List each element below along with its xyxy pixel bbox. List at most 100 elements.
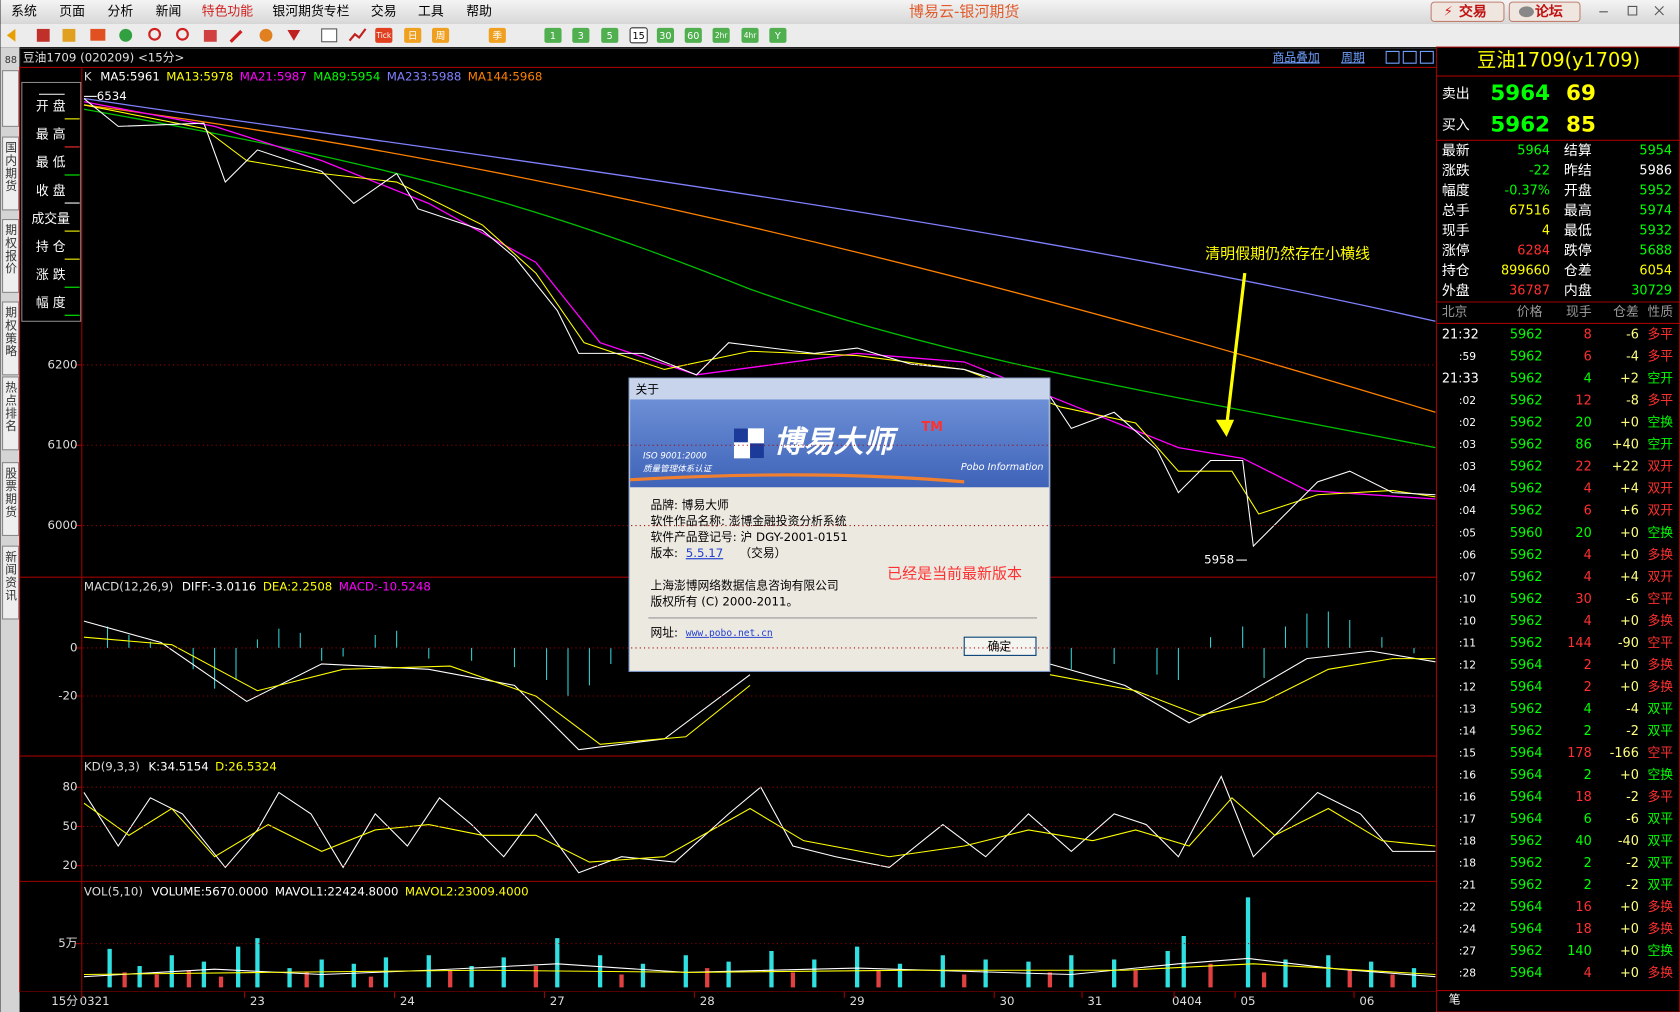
tick-cell: 多平 bbox=[1647, 328, 1673, 343]
period-button[interactable] bbox=[375, 27, 393, 43]
side-tab-label[interactable]: 热点排名 bbox=[4, 381, 18, 432]
side-tab[interactable] bbox=[2, 70, 20, 127]
tick-cell: :11 bbox=[1459, 636, 1476, 649]
menu-item[interactable]: 交易 bbox=[371, 3, 397, 19]
period-label[interactable]: 60 bbox=[687, 31, 699, 42]
tick-cell: :22 bbox=[1459, 900, 1476, 913]
side-tab-label[interactable]: 新闻资讯 bbox=[4, 550, 18, 602]
trade-button-label[interactable]: 交易 bbox=[1459, 3, 1487, 20]
ticks-footer[interactable]: 笔 bbox=[1449, 993, 1461, 1007]
tick-cell: 5964 bbox=[1510, 900, 1543, 915]
tick-cell: -90 bbox=[1618, 636, 1639, 651]
tool-icon[interactable] bbox=[348, 28, 367, 42]
period-label[interactable]: Tick bbox=[375, 31, 392, 40]
layout-buttons[interactable] bbox=[1385, 50, 1434, 64]
tool-icon[interactable] bbox=[90, 28, 106, 41]
side-tab[interactable] bbox=[2, 301, 20, 376]
tick-cell: 5962 bbox=[1510, 878, 1543, 893]
tool-icon[interactable] bbox=[287, 29, 301, 41]
trade-button[interactable] bbox=[1430, 1, 1505, 22]
menu-item[interactable]: 新闻 bbox=[156, 3, 182, 19]
period-label[interactable]: 5 bbox=[607, 31, 613, 42]
tick-cell: 双开 bbox=[1647, 482, 1673, 497]
quote-panel bbox=[1435, 46, 1680, 1012]
period-button[interactable] bbox=[601, 27, 619, 43]
tick-cell: +0 bbox=[1620, 900, 1639, 915]
tick-cell: 6 bbox=[1584, 504, 1592, 519]
period-button[interactable] bbox=[431, 27, 450, 43]
y-tick-label: 6000 bbox=[48, 518, 78, 532]
side-tab[interactable] bbox=[2, 218, 20, 293]
tool-icon[interactable] bbox=[176, 27, 189, 41]
period-button[interactable] bbox=[488, 27, 506, 43]
side-tab[interactable] bbox=[2, 376, 20, 451]
period-button[interactable] bbox=[544, 27, 562, 43]
menu-item[interactable]: 分析 bbox=[108, 4, 134, 19]
period-link[interactable]: 周期 bbox=[1341, 50, 1365, 64]
period-button[interactable] bbox=[404, 27, 422, 43]
dialog-brand: 博易大师 bbox=[774, 425, 899, 460]
ok-button-label[interactable]: 确定 bbox=[988, 639, 1012, 653]
tick-cell: 多换 bbox=[1647, 922, 1673, 937]
period-label[interactable]: 周 bbox=[436, 31, 446, 42]
back-icon[interactable] bbox=[6, 28, 16, 42]
tick-cell: 多换 bbox=[1647, 680, 1673, 695]
tool-icon[interactable] bbox=[259, 28, 273, 42]
period-button[interactable] bbox=[712, 27, 730, 43]
side-tab-label[interactable]: 股票期货 bbox=[4, 467, 18, 518]
menu-item[interactable]: 银河期货专栏 bbox=[272, 4, 349, 19]
tick-cell: 5962 bbox=[1510, 570, 1543, 585]
tool-icon[interactable] bbox=[203, 29, 217, 42]
menu-item[interactable]: 系统 bbox=[11, 4, 37, 19]
period-button[interactable] bbox=[684, 27, 702, 43]
tick-cell: 5962 bbox=[1510, 548, 1543, 563]
period-label[interactable]: 4hr bbox=[744, 31, 758, 40]
tick-cell: -2 bbox=[1626, 856, 1639, 871]
side-tab[interactable] bbox=[2, 462, 20, 536]
menu-item[interactable]: 工具 bbox=[418, 4, 444, 19]
dialog-version[interactable]: 5.5.17 bbox=[686, 546, 723, 560]
menu-item[interactable]: 帮助 bbox=[466, 4, 492, 19]
overlay-link[interactable]: 商品叠加 bbox=[1273, 50, 1320, 64]
period-label[interactable]: 季 bbox=[492, 30, 502, 42]
forum-button-label[interactable]: 论坛 bbox=[1535, 3, 1563, 20]
x-tick-label: 24 bbox=[400, 994, 415, 1008]
period-button[interactable] bbox=[769, 27, 787, 43]
tool-icon[interactable] bbox=[119, 28, 133, 42]
period-label[interactable]: 1 bbox=[550, 31, 556, 42]
period-label[interactable]: 2hr bbox=[715, 31, 729, 40]
tool-icon[interactable] bbox=[36, 28, 50, 42]
window-controls[interactable] bbox=[1599, 5, 1664, 16]
side-tab-label[interactable]: 国内期货 bbox=[4, 141, 18, 192]
period-label[interactable]: Y bbox=[774, 31, 781, 42]
period-button[interactable] bbox=[656, 27, 675, 43]
tool-icon[interactable] bbox=[62, 28, 76, 42]
period-label[interactable]: 15 bbox=[633, 31, 645, 42]
tick-cell: 18 bbox=[1575, 922, 1591, 937]
dialog-url[interactable]: www.pobo.net.cn bbox=[686, 628, 773, 639]
tool-icon[interactable] bbox=[321, 28, 338, 43]
menu-item[interactable]: 页面 bbox=[59, 4, 85, 19]
period-button[interactable] bbox=[629, 27, 648, 44]
side-tab[interactable] bbox=[2, 545, 20, 620]
tick-cell: 空开 bbox=[1647, 372, 1673, 387]
period-label[interactable]: 3 bbox=[578, 31, 584, 42]
tick-cell: -4 bbox=[1626, 702, 1639, 717]
x-tick-label: 27 bbox=[550, 994, 565, 1008]
period-label[interactable]: 30 bbox=[659, 31, 671, 42]
side-tab-label[interactable]: 期权策略 bbox=[4, 306, 18, 357]
period-button[interactable] bbox=[572, 27, 590, 43]
quote-value: 67516 bbox=[1509, 204, 1550, 219]
side-tab[interactable] bbox=[2, 136, 20, 211]
dialog-line: 软件作品名称: 澎博金融投资分析系统 bbox=[650, 514, 846, 528]
side-tab-label[interactable]: 期权报价 bbox=[4, 224, 18, 275]
period-button[interactable] bbox=[741, 27, 759, 43]
menu-item[interactable]: 特色功能 bbox=[202, 3, 254, 19]
dialog-banner bbox=[630, 399, 1049, 488]
quote-label: 外盘 bbox=[1442, 282, 1470, 299]
period-label[interactable]: 日 bbox=[408, 31, 418, 42]
ok-button[interactable] bbox=[963, 636, 1037, 656]
tool-icon[interactable] bbox=[148, 27, 162, 41]
tool-icon[interactable] bbox=[229, 29, 243, 43]
